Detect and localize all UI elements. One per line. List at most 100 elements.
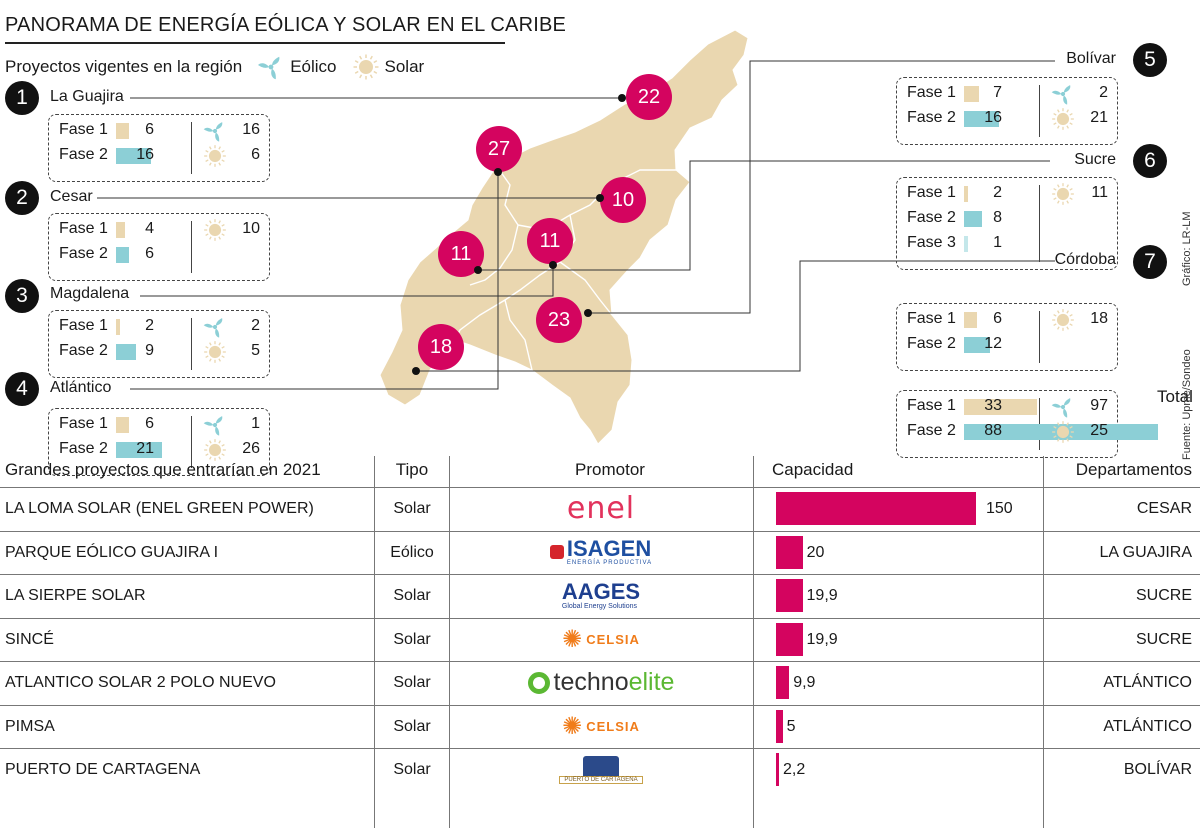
title-block: PANORAMA DE ENERGÍA EÓLICA Y SOLAR EN EL… <box>5 14 566 44</box>
stat-box <box>48 114 270 182</box>
column-header-capacity: Capacidad <box>772 460 854 479</box>
phase-value: 33 <box>984 397 1002 414</box>
column-divider <box>374 456 375 828</box>
sun-icon <box>1052 108 1074 130</box>
phase-label: Fase 2 <box>907 209 956 226</box>
tech-value: 11 <box>1091 184 1108 201</box>
table-row: PIMSA Solar ✺ CELSIA 5 ATLÁNTICO <box>0 705 1200 748</box>
department-name: Bolívar <box>1066 50 1116 67</box>
department-name: Atlántico <box>50 379 112 396</box>
capacity-value: 150 <box>986 500 1013 517</box>
project-name: PUERTO DE CARTAGENA <box>5 761 201 778</box>
phase-label: Fase 2 <box>59 245 108 262</box>
tech-value: 25 <box>1090 422 1108 439</box>
wind-turbine-icon <box>1051 85 1071 105</box>
stat-box-divider <box>191 122 193 174</box>
promoter-logo: technoelite <box>455 665 747 700</box>
wind-turbine-icon <box>203 318 223 338</box>
stat-box <box>48 310 270 378</box>
phase-bar <box>116 344 136 360</box>
phase-label: Fase 2 <box>59 342 108 359</box>
graphic-credit: Gráfico: LR-LM <box>1181 211 1193 286</box>
legend-solar-label: Solar <box>384 57 425 76</box>
isagen-mark <box>549 545 564 559</box>
phase-label: Fase 2 <box>907 335 956 352</box>
row-divider <box>0 574 1200 575</box>
tech-value: 2 <box>251 317 260 334</box>
subtitle: Proyectos vigentes en la región <box>5 57 243 76</box>
map-value-circle: 18 <box>418 324 464 370</box>
stat-box <box>896 303 1118 371</box>
map-value-circle: 23 <box>536 297 582 343</box>
total-label: Total <box>1157 387 1193 406</box>
project-type: Solar <box>393 674 431 691</box>
leader-dot <box>549 261 557 269</box>
department-name: La Guajira <box>50 88 124 105</box>
stat-box <box>48 213 270 281</box>
project-name: LA SIERPE SOLAR <box>5 587 146 604</box>
tech-value: 26 <box>242 440 260 457</box>
phase-value: 2 <box>145 317 154 334</box>
phase-value: 6 <box>145 245 154 262</box>
capacity-value: 5 <box>786 717 796 735</box>
phase-value: 12 <box>984 335 1002 352</box>
phase-bar <box>964 399 1037 415</box>
row-divider <box>0 704 1200 706</box>
subtitle-row: Proyectos vigentes en la región Eólico S… <box>5 52 424 82</box>
phase-bar <box>964 312 978 328</box>
department-number-badge: 7 <box>1133 245 1167 279</box>
phase-bar <box>964 211 982 227</box>
phase-bar <box>116 319 121 335</box>
capacity-bar <box>776 492 976 525</box>
legend-solar: Solar <box>351 52 425 82</box>
table-row: PARQUE EÓLICO GUAJIRA I Eólico ISAGEN ENERG… <box>0 531 1200 574</box>
wind-turbine-icon <box>1051 398 1071 418</box>
column-divider <box>449 456 450 828</box>
column-divider <box>1043 456 1044 828</box>
capacity-bar <box>776 753 779 786</box>
phase-value: 7 <box>993 84 1002 101</box>
department-cell: LA GUAJIRA <box>1099 543 1192 561</box>
department-number-badge: 6 <box>1133 144 1167 178</box>
legend-wind: Eólico <box>256 52 337 82</box>
department-name: Sucre <box>1074 151 1116 168</box>
title-underline <box>5 42 505 44</box>
phase-value: 2 <box>993 184 1002 201</box>
capacity-value: 9,9 <box>793 674 816 691</box>
phase-bar <box>116 222 125 238</box>
sun-icon <box>204 219 226 241</box>
stat-box-divider <box>191 416 193 468</box>
project-type: Solar <box>393 761 431 778</box>
phase-bar <box>116 417 130 433</box>
department-number-badge: 1 <box>5 81 39 115</box>
leader-dot <box>584 309 592 317</box>
department-number-badge: 2 <box>5 181 39 215</box>
capacity-value: 19,9 <box>806 587 838 604</box>
stat-box-divider <box>1039 85 1041 137</box>
phase-bar <box>964 236 968 252</box>
department-cell: ATLÁNTICO <box>1103 674 1192 691</box>
column-header-promoter: Promotor <box>575 460 645 479</box>
enel-logo-text: enel <box>566 491 636 526</box>
promoter-logo: ✺ CELSIA <box>455 622 747 657</box>
leader-dot <box>474 266 482 274</box>
leader-dot <box>494 168 502 176</box>
project-name: LA LOMA SOLAR (ENEL GREEN POWER) <box>5 500 314 517</box>
phase-label: Fase 2 <box>59 440 108 457</box>
column-header-departments: Departamentos <box>1075 460 1192 479</box>
capacity-value: 2,2 <box>783 761 806 778</box>
promoter-logo: ISAGEN ENERGÍA PRODUCTIVA <box>455 535 747 570</box>
column-header-project: Grandes proyectos que entrarían en 2021 <box>5 460 321 479</box>
tech-value: 6 <box>251 146 260 163</box>
department-number-badge: 3 <box>5 279 39 313</box>
row-divider <box>0 748 1200 749</box>
capacity-bar <box>776 535 803 569</box>
map-value-circle: 11 <box>527 218 573 264</box>
promoter-logo: enel <box>455 491 747 526</box>
project-type: Solar <box>393 630 431 648</box>
capacity-value: 19,9 <box>806 630 838 648</box>
leader-dot <box>596 194 604 202</box>
celsia-logo-text: CELSIA <box>586 718 640 734</box>
tech-value: 2 <box>1099 84 1108 101</box>
phase-value: 16 <box>136 146 154 163</box>
